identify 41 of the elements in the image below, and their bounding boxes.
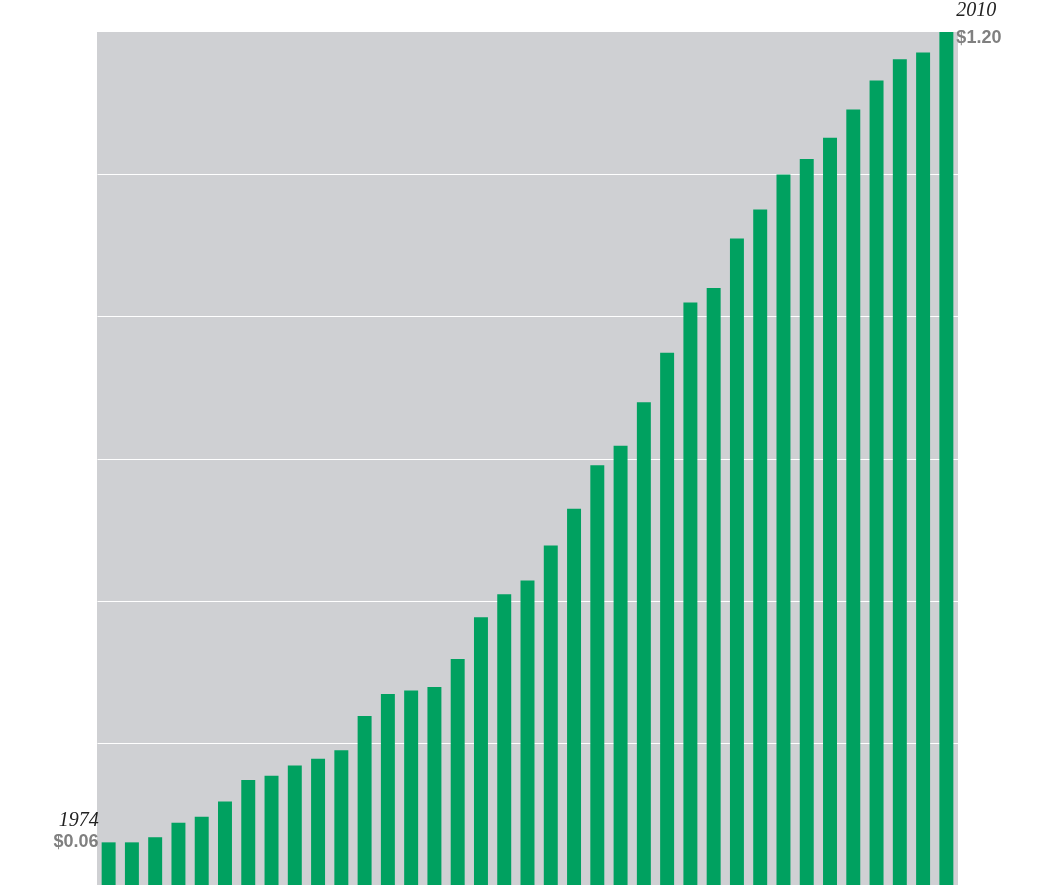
bar bbox=[869, 80, 884, 885]
bar bbox=[218, 801, 232, 885]
bar bbox=[776, 174, 791, 885]
bar bbox=[287, 765, 302, 885]
bar bbox=[543, 545, 558, 885]
bar bbox=[450, 658, 465, 885]
bar bbox=[892, 59, 907, 885]
bar bbox=[264, 775, 279, 885]
bar bbox=[846, 109, 861, 885]
text: 2010 bbox=[956, 0, 997, 20]
bar bbox=[427, 687, 442, 885]
bar bbox=[380, 693, 395, 885]
bar bbox=[613, 445, 628, 885]
bar bbox=[101, 842, 116, 885]
bar bbox=[171, 822, 186, 885]
bar bbox=[334, 750, 349, 885]
bar bbox=[148, 837, 163, 885]
bar bbox=[194, 816, 209, 885]
bar bbox=[124, 842, 139, 885]
bar bbox=[520, 580, 535, 885]
bar bbox=[729, 238, 744, 885]
bar bbox=[241, 780, 256, 885]
bar bbox=[916, 52, 931, 885]
bar bbox=[590, 465, 605, 885]
annotation: 1974 bbox=[58, 808, 99, 831]
bar bbox=[939, 32, 954, 885]
bar bbox=[567, 508, 582, 885]
bar bbox=[823, 137, 837, 885]
bar bbox=[404, 690, 419, 885]
annotation: $0.06 bbox=[53, 831, 99, 852]
bar bbox=[683, 302, 698, 885]
bar bbox=[753, 209, 768, 885]
bar bbox=[706, 287, 721, 885]
annotation: $1.20 bbox=[956, 27, 1002, 47]
bar bbox=[799, 159, 814, 885]
bar bbox=[636, 402, 651, 885]
bar bbox=[497, 594, 512, 885]
bar bbox=[660, 352, 675, 885]
bar bbox=[357, 716, 372, 885]
bar bbox=[473, 617, 488, 885]
bar bbox=[311, 758, 326, 885]
